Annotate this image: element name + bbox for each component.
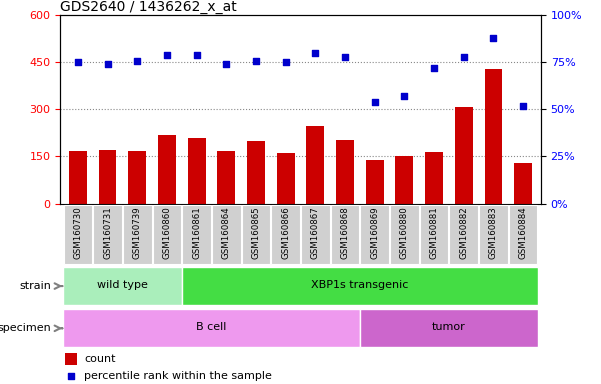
Text: GSM160883: GSM160883: [489, 206, 498, 259]
Point: [459, 54, 469, 60]
Text: B cell: B cell: [197, 323, 227, 333]
Bar: [479, 205, 508, 264]
Text: GSM160865: GSM160865: [251, 206, 260, 259]
Point: [192, 52, 201, 58]
Text: GSM160866: GSM160866: [281, 206, 290, 259]
Bar: [129, 151, 146, 204]
Bar: [182, 267, 538, 305]
Text: GSM160884: GSM160884: [519, 206, 528, 259]
Text: GSM160861: GSM160861: [192, 206, 201, 259]
Bar: [63, 267, 182, 305]
Bar: [272, 205, 300, 264]
Bar: [218, 151, 235, 204]
Bar: [425, 152, 443, 204]
Bar: [93, 205, 122, 264]
Bar: [99, 150, 117, 204]
Point: [73, 59, 83, 65]
Bar: [390, 205, 419, 264]
Point: [400, 93, 409, 99]
Bar: [242, 205, 270, 264]
Bar: [361, 205, 389, 264]
Text: percentile rank within the sample: percentile rank within the sample: [84, 371, 272, 381]
Point: [162, 52, 172, 58]
Bar: [276, 153, 294, 204]
Text: GSM160864: GSM160864: [222, 206, 231, 259]
Text: GSM160881: GSM160881: [430, 206, 439, 259]
Text: GDS2640 / 1436262_x_at: GDS2640 / 1436262_x_at: [60, 0, 237, 14]
Text: GSM160867: GSM160867: [311, 206, 320, 259]
Text: GSM160869: GSM160869: [370, 206, 379, 258]
Text: specimen: specimen: [0, 323, 51, 333]
Point: [103, 61, 112, 67]
Bar: [69, 151, 87, 204]
Text: GSM160730: GSM160730: [73, 206, 82, 259]
Bar: [247, 141, 265, 204]
Text: GSM160860: GSM160860: [162, 206, 171, 259]
Text: strain: strain: [19, 281, 51, 291]
Bar: [366, 160, 383, 204]
Point: [222, 61, 231, 67]
Bar: [307, 126, 325, 204]
Bar: [360, 310, 538, 347]
Point: [66, 373, 76, 379]
Text: GSM160868: GSM160868: [341, 206, 350, 259]
Bar: [188, 138, 206, 204]
Point: [251, 58, 261, 64]
Text: GSM160731: GSM160731: [103, 206, 112, 259]
Bar: [301, 205, 329, 264]
Text: GSM160880: GSM160880: [400, 206, 409, 259]
Bar: [395, 156, 413, 204]
Bar: [450, 205, 478, 264]
Bar: [331, 205, 359, 264]
Text: wild type: wild type: [97, 280, 148, 290]
Bar: [509, 205, 537, 264]
Bar: [514, 163, 532, 204]
Bar: [420, 205, 448, 264]
Point: [429, 65, 439, 71]
Bar: [212, 205, 240, 264]
Point: [281, 59, 290, 65]
Text: count: count: [84, 354, 115, 364]
Text: GSM160739: GSM160739: [133, 206, 142, 258]
Bar: [65, 353, 77, 365]
Bar: [484, 69, 502, 204]
Text: tumor: tumor: [432, 323, 466, 333]
Bar: [123, 205, 151, 264]
Point: [518, 103, 528, 109]
Point: [489, 35, 498, 41]
Point: [340, 54, 350, 60]
Bar: [153, 205, 181, 264]
Bar: [455, 107, 472, 204]
Text: GSM160882: GSM160882: [459, 206, 468, 259]
Point: [132, 58, 142, 64]
Bar: [64, 205, 92, 264]
Bar: [63, 310, 360, 347]
Bar: [336, 140, 354, 204]
Bar: [158, 134, 176, 204]
Text: XBP1s transgenic: XBP1s transgenic: [311, 280, 409, 290]
Point: [311, 50, 320, 56]
Point: [370, 99, 379, 105]
Bar: [182, 205, 211, 264]
